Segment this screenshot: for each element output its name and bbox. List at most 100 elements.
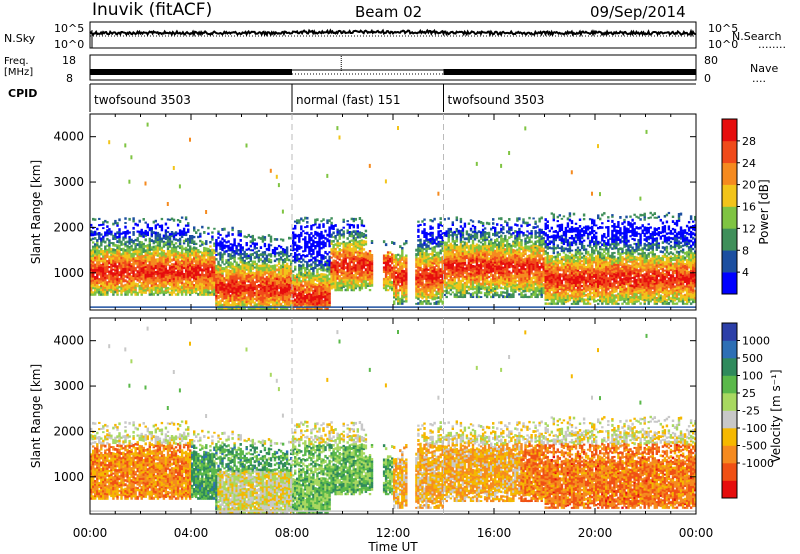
power-cell: [241, 281, 244, 285]
power-cell: [366, 282, 370, 286]
power-cell: [368, 272, 372, 276]
power-cell: [189, 274, 192, 277]
power-cell: [203, 258, 206, 261]
power-cell: [267, 287, 271, 291]
power-cell: [231, 277, 234, 280]
power-cell: [399, 286, 402, 290]
power-cell: [285, 287, 289, 290]
power-cell: [294, 237, 297, 240]
power-cell: [104, 292, 107, 296]
power-cell: [108, 140, 111, 145]
power-cell: [481, 258, 485, 261]
power-cell: [201, 258, 204, 261]
power-cell: [294, 235, 297, 238]
power-cell: [100, 282, 103, 286]
power-cell: [364, 273, 368, 277]
power-cell: [415, 296, 418, 299]
power-cell: [243, 268, 246, 272]
power-cell: [405, 272, 408, 275]
power-cell: [290, 283, 293, 287]
power-cell: [447, 268, 450, 272]
power-cell: [479, 245, 483, 248]
power-cell: [110, 250, 113, 253]
power-cell: [217, 277, 220, 280]
power-cell: [269, 273, 273, 276]
power-cell: [481, 232, 485, 235]
power-cell: [142, 218, 145, 221]
power-cell: [395, 258, 398, 261]
power-cell: [227, 280, 230, 283]
power-cell: [362, 233, 366, 236]
power-cell: [231, 228, 234, 232]
power-cell: [391, 274, 394, 277]
power-cell: [168, 254, 172, 257]
power-cell: [253, 301, 257, 305]
power-cell: [427, 301, 430, 305]
power-cell: [417, 268, 420, 271]
power-cell: [405, 256, 408, 259]
power-cell: [358, 242, 362, 246]
power-cell: [162, 262, 166, 266]
power-cell: [346, 264, 349, 268]
power-cell: [336, 228, 339, 232]
power-cell: [126, 271, 129, 274]
power-cell: [217, 232, 220, 235]
power-cell: [441, 272, 444, 275]
power-cell: [261, 300, 265, 303]
power-cell: [249, 263, 253, 266]
power-cell: [352, 247, 356, 250]
power-cell: [241, 258, 244, 262]
power-cell: [271, 267, 275, 270]
power-cell: [241, 299, 244, 301]
power-cell: [172, 166, 175, 170]
power-cell: [201, 243, 204, 246]
power-cell: [437, 240, 440, 243]
power-cell: [269, 284, 273, 287]
power-cell: [104, 252, 107, 255]
power-cell: [320, 266, 323, 269]
power-cell: [338, 250, 341, 253]
power-cell: [195, 292, 198, 295]
power-cell: [142, 257, 145, 260]
power-cell: [324, 284, 327, 287]
power-cell: [310, 255, 313, 258]
power-cell: [219, 281, 222, 285]
power-cell: [342, 248, 345, 251]
power-cell: [298, 253, 301, 256]
power-cell: [162, 236, 166, 240]
power-cell: [227, 286, 230, 290]
power-cell: [182, 284, 186, 288]
power-cell: [259, 264, 263, 268]
power-cell: [300, 273, 303, 276]
power-cell: [481, 236, 485, 240]
power-cell: [201, 263, 204, 265]
power-cell: [368, 163, 371, 168]
power-cell: [233, 250, 236, 253]
power-cell: [154, 276, 158, 280]
power-cell: [283, 271, 287, 274]
power-cell: [253, 260, 257, 264]
power-cell: [239, 289, 242, 292]
power-cell: [469, 276, 473, 279]
power-cell: [215, 253, 218, 256]
power-cell: [417, 220, 420, 223]
power-cell: [443, 285, 446, 289]
power-cell: [455, 263, 459, 266]
power-cell: [152, 292, 156, 296]
power-cell: [384, 288, 388, 292]
power-cell: [205, 283, 208, 287]
power-cell: [332, 270, 335, 273]
power-cell: [397, 293, 400, 297]
power-cell: [263, 283, 267, 286]
power-cell: [267, 300, 271, 303]
freq-band: [443, 69, 696, 75]
power-cell: [399, 274, 402, 278]
power-cell: [217, 236, 220, 239]
power-cell: [397, 258, 400, 262]
power-cell: [241, 248, 244, 252]
power-cell: [441, 242, 444, 245]
power-cell: [160, 277, 164, 281]
power-cell: [431, 240, 434, 243]
power-cell: [136, 251, 139, 255]
power-cell: [304, 249, 307, 252]
